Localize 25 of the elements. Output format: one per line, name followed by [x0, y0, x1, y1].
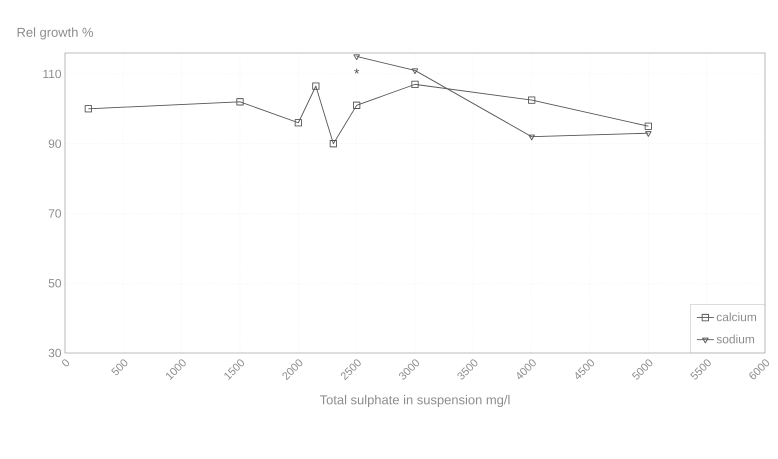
point [412, 68, 418, 74]
point [294, 119, 302, 126]
point [411, 80, 419, 88]
point [528, 134, 535, 140]
y-tick-label: 50 [48, 278, 62, 288]
x-tick-label: 500 [111, 359, 128, 376]
y-tick-label: 30 [48, 348, 62, 358]
point [236, 98, 244, 106]
point [644, 122, 652, 130]
legend-label: sodium [716, 334, 754, 344]
x-axis-title: Total sulphate in suspension mg/l [320, 394, 510, 407]
point [330, 140, 337, 148]
point [353, 54, 360, 60]
x-tick-label: 0 [62, 359, 70, 366]
point [645, 131, 652, 137]
y-tick-label: 110 [43, 70, 62, 78]
y-tick-label: 90 [48, 139, 62, 148]
point [84, 105, 92, 112]
point [353, 102, 360, 109]
point [312, 82, 320, 90]
annotation: * [354, 68, 360, 74]
legend-label: calcium [716, 312, 756, 322]
y-axis-title: Rel growth % [18, 27, 94, 40]
y-tick-label: 70 [48, 209, 62, 218]
point [528, 96, 536, 104]
